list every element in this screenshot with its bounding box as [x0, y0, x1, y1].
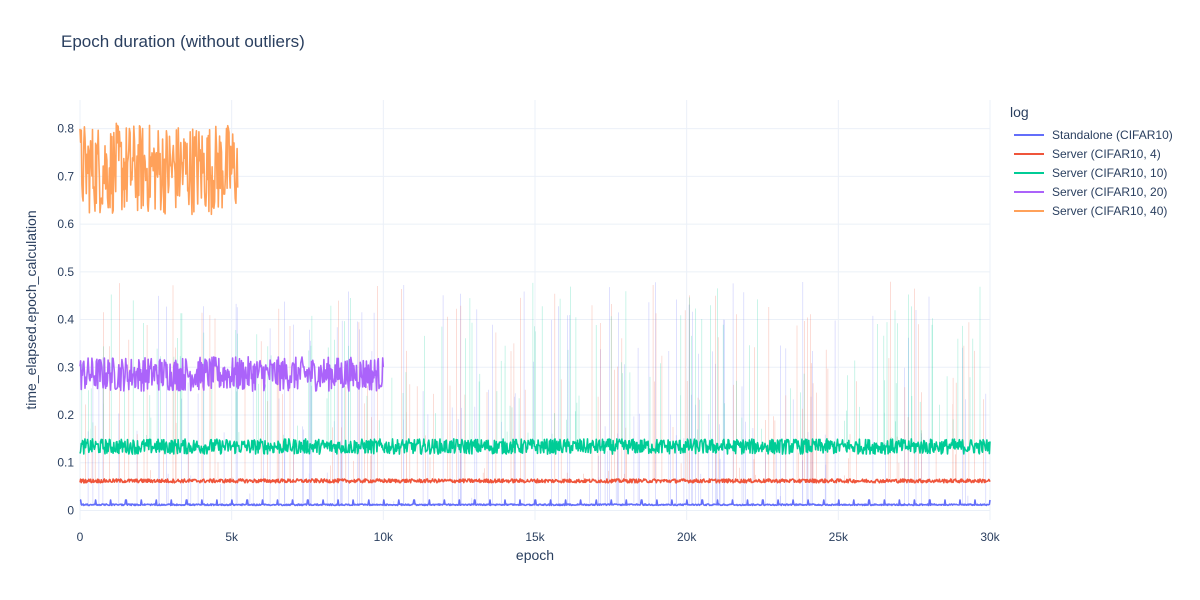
- x-tick-label: 5k: [225, 530, 239, 544]
- x-tick-label: 25k: [829, 530, 849, 544]
- legend-item[interactable]: Standalone (CIFAR10): [1010, 125, 1173, 144]
- legend-label: Server (CIFAR10, 40): [1052, 203, 1168, 218]
- x-tick-label: 0: [77, 530, 84, 544]
- x-tick-label: 15k: [525, 530, 545, 544]
- x-tick-label: 10k: [374, 530, 394, 544]
- legend-items: Standalone (CIFAR10) Server (CIFAR10, 4) S…: [1010, 125, 1173, 220]
- y-tick-label: 0.4: [57, 313, 74, 327]
- series-line: [79, 122, 239, 216]
- y-tick-label: 0.6: [57, 217, 74, 231]
- legend-label: Server (CIFAR10, 10): [1052, 165, 1168, 180]
- chart-title: Epoch duration (without outliers): [61, 32, 305, 51]
- legend-item[interactable]: Server (CIFAR10, 20): [1010, 182, 1173, 201]
- y-tick-label: 0.8: [57, 122, 74, 136]
- axis-layer: 0 0.1 0.2 0.3 0.4 0.5 0.6 0.7 0.8 0 5k 10k 15k 20k 25k…: [57, 122, 1000, 544]
- y-axis-label: time_elapsed.epoch_calculation: [23, 210, 39, 409]
- x-axis-label: epoch: [516, 547, 554, 563]
- legend-item[interactable]: Server (CIFAR10, 40): [1010, 201, 1173, 220]
- legend-swatch: [1014, 190, 1044, 193]
- legend-label: Standalone (CIFAR10): [1052, 127, 1173, 142]
- legend: log Standalone (CIFAR10) Server (CIFAR10,…: [1010, 104, 1173, 220]
- legend-label: Server (CIFAR10, 4): [1052, 146, 1161, 161]
- y-tick-label: 0.7: [57, 169, 74, 183]
- legend-swatch: [1014, 152, 1044, 155]
- series-line: [79, 499, 991, 507]
- legend-swatch: [1014, 171, 1044, 174]
- y-tick-label: 0.5: [57, 265, 74, 279]
- legend-item[interactable]: Server (CIFAR10, 10): [1010, 163, 1173, 182]
- series-outliers: [87, 282, 987, 505]
- y-tick-label: 0.2: [57, 408, 74, 422]
- y-tick-label: 0.3: [57, 360, 74, 374]
- series-line: [79, 356, 385, 392]
- legend-swatch: [1014, 209, 1044, 212]
- y-tick-label: 0.1: [57, 456, 74, 470]
- series-line: [79, 478, 991, 484]
- legend-swatch: [1014, 133, 1044, 136]
- series-layer: [79, 122, 991, 507]
- legend-item[interactable]: Server (CIFAR10, 4): [1010, 144, 1173, 163]
- legend-label: Server (CIFAR10, 20): [1052, 184, 1168, 199]
- legend-title: log: [1010, 104, 1029, 120]
- y-tick-label: 0: [67, 503, 74, 517]
- x-tick-label: 20k: [677, 530, 697, 544]
- series-line: [79, 438, 991, 455]
- x-tick-label: 30k: [980, 530, 1000, 544]
